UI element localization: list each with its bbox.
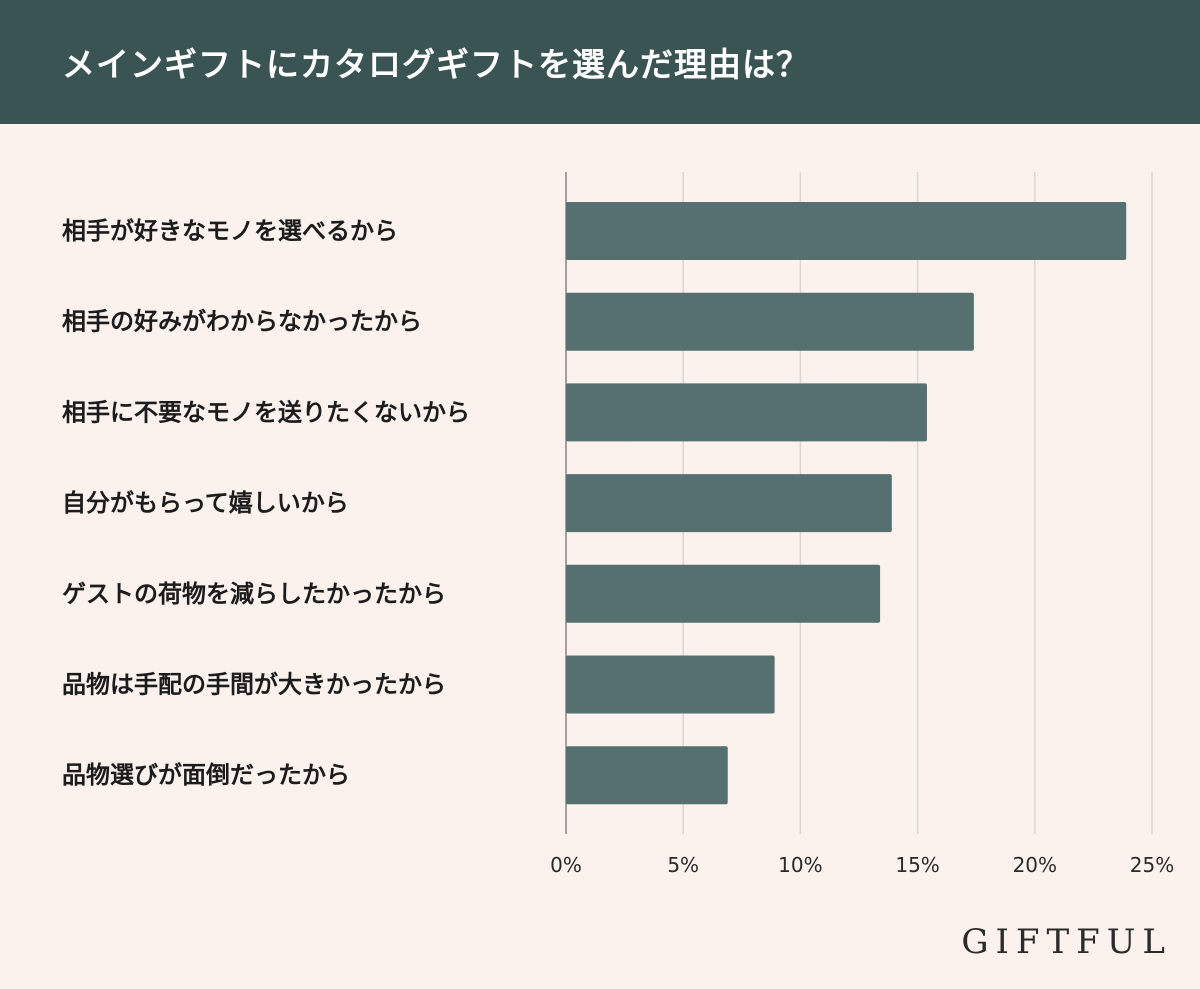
x-tick-label: 20%	[1013, 853, 1057, 877]
bar	[566, 383, 927, 442]
x-tick-label: 5%	[667, 853, 699, 877]
bar-layer	[566, 202, 1127, 805]
bar	[566, 655, 775, 714]
category-label: 自分がもらって嬉しいから	[62, 489, 349, 517]
page-title: メインギフトにカタログギフトを選んだ理由は？	[62, 45, 810, 84]
bar	[566, 474, 892, 533]
category-label: 品物選びが面倒だったから	[62, 761, 350, 789]
category-label: 品物は手配の手間が大きかったから	[62, 671, 446, 699]
x-tick-label: 25%	[1130, 853, 1174, 877]
category-label-layer: 相手が好きなモノを選べるから相手の好みがわからなかったから相手に不要なモノを送り…	[62, 217, 470, 789]
bar	[566, 202, 1127, 260]
bar	[566, 292, 974, 351]
category-label: ゲストの荷物を減らしたかったから	[62, 580, 446, 608]
x-tick-label: 0%	[550, 853, 582, 877]
bar	[566, 746, 728, 805]
tick-label-layer: 0% 5% 10% 15% 20% 25%	[550, 853, 1174, 877]
category-label: 相手に不要なモノを送りたくないから	[62, 398, 470, 426]
bar-chart: 相手が好きなモノを選べるから相手の好みがわからなかったから相手に不要なモノを送り…	[62, 172, 1174, 877]
category-label: 相手が好きなモノを選べるから	[62, 217, 398, 245]
x-tick-label: 15%	[895, 853, 939, 877]
x-tick-label: 10%	[778, 853, 822, 877]
header-bar: メインギフトにカタログギフトを選んだ理由は？	[0, 0, 1200, 124]
bar	[566, 564, 881, 623]
category-label: 相手の好みがわからなかったから	[62, 308, 422, 336]
brand-logo: GIFTFUL	[961, 922, 1172, 962]
